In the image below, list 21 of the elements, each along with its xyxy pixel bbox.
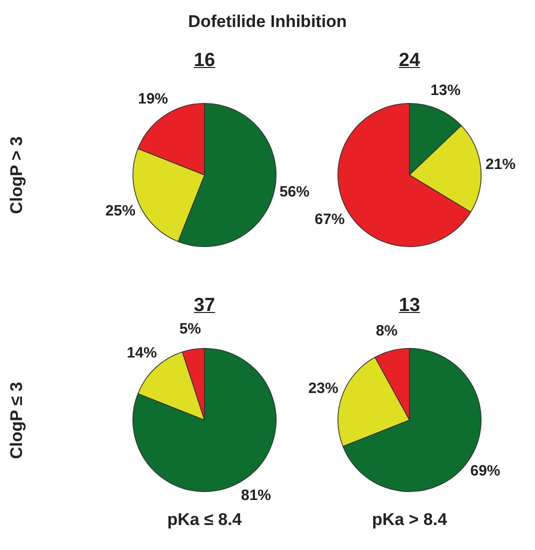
chart-title: 24 — [398, 50, 422, 73]
chart-title: 13 — [398, 295, 422, 318]
data-label: 13% — [430, 82, 461, 99]
data-label: 23% — [308, 380, 338, 398]
chart-title: 37 — [192, 295, 216, 318]
data-label: 67% — [314, 211, 345, 228]
data-label: 19% — [138, 90, 168, 108]
data-label: 21% — [486, 156, 516, 174]
text: pKa ≤ 8.4 — [166, 510, 243, 530]
data-label: 5% — [179, 320, 202, 338]
data-label: 8% — [376, 322, 398, 340]
chart-title: 16 — [192, 50, 216, 73]
data-label: 81% — [240, 486, 271, 504]
data-label: 25% — [105, 202, 136, 220]
text: ClogP > 3 — [7, 135, 27, 216]
text: pKa > 8.4 — [370, 510, 448, 530]
text: Dofetilide Inhibition — [187, 12, 348, 32]
data-label: 69% — [470, 462, 500, 480]
text: ClogP ≤ 3 — [7, 380, 27, 461]
data-label: 56% — [279, 183, 310, 200]
data-label: 14% — [126, 344, 157, 362]
